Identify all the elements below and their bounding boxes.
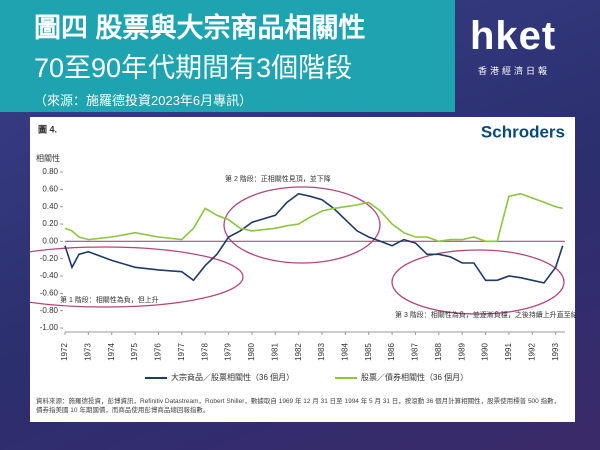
brand: Schroders — [481, 122, 565, 141]
chart-panel: 圖 4. Schroders 相關性 0.80 0.60 0.40 0.20 0.00 -… — [0, 117, 585, 422]
x-tick-label: 1984 — [340, 343, 349, 361]
x-tick-label: 1992 — [527, 343, 536, 361]
x-tick-label: 1987 — [411, 343, 420, 361]
legend-label: 大宗商品／股票相關性（36 個月） — [171, 372, 294, 382]
stage-ellipse — [391, 249, 565, 315]
x-tick-label: 1982 — [294, 343, 303, 361]
x-tick-label: 1975 — [130, 343, 139, 361]
x-tick-label: 1978 — [200, 343, 209, 361]
x-tick-label: 1990 — [481, 343, 490, 361]
x-tick-label: 1980 — [247, 343, 256, 361]
stage-ellipse — [223, 186, 381, 264]
y-tick-label: 0.20 — [42, 219, 58, 228]
footnote: 資料來源：施羅德投資，彭博資訊，Refinitiv Datastream，Rob… — [36, 398, 561, 414]
y-tick-label: -0.20 — [40, 254, 59, 263]
x-tick-label: 1985 — [364, 343, 373, 361]
y-tick-label: -0.40 — [40, 271, 59, 280]
y-axis-label: 相關性 — [36, 153, 60, 163]
x-tick-label: 1989 — [457, 343, 466, 361]
logo-sub: 香港經濟日報 — [478, 66, 551, 76]
x-tick-label: 1991 — [504, 343, 513, 361]
annotation: 第 1 階段：相關性為負，但上升 — [60, 295, 159, 304]
x-tick-label: 1988 — [434, 343, 443, 361]
x-tick-label: 1974 — [107, 343, 116, 361]
x-tick-label: 1986 — [387, 343, 396, 361]
y-tick-label: 0.00 — [42, 236, 58, 245]
y-tick-label: 0.40 — [42, 202, 58, 211]
legend-label: 股票／債券相關性（36 個月） — [361, 372, 468, 382]
x-tick-label: 1979 — [224, 343, 233, 361]
x-tick-label: 1993 — [551, 343, 560, 361]
logo: hket — [470, 14, 557, 58]
chart: 圖 4. Schroders 相關性 0.80 0.60 0.40 0.20 0.00 -… — [0, 122, 585, 382]
x-tick-label: 1976 — [154, 343, 163, 361]
stage-ellipse — [0, 246, 244, 308]
y-tick-label: -0.80 — [40, 306, 59, 315]
annotation: 第 2 階段：正相關性見頂，並下降 — [225, 174, 331, 183]
figure-label: 圖 4. — [38, 124, 57, 134]
subtitle: 70至90年代期間有3個階段 — [34, 53, 353, 83]
y-tick-label: 0.80 — [42, 167, 58, 176]
x-tick-label: 1972 — [60, 343, 69, 361]
series-line — [64, 192, 564, 284]
y-tick-label: -1.00 — [40, 323, 59, 332]
y-tick-label: 0.60 — [42, 184, 58, 193]
series-line — [64, 192, 563, 243]
x-tick-label: 1973 — [83, 343, 92, 361]
source: （來源：施羅德投資2023年6月專訊） — [34, 93, 253, 108]
y-tick-label: -0.60 — [40, 288, 59, 297]
x-tick-label: 1977 — [177, 343, 186, 361]
x-tick-label: 1983 — [317, 343, 326, 361]
title: 圖四 股票與大宗商品相關性 — [34, 13, 366, 43]
header-band: 圖四 股票與大宗商品相關性 70至90年代期間有3個階段 （來源：施羅德投資20… — [0, 0, 455, 112]
annotation: 第 3 階段：相關性為負，並逐漸負穩，之後持續上升直至結束 — [395, 310, 575, 319]
x-tick-label: 1981 — [270, 343, 279, 361]
